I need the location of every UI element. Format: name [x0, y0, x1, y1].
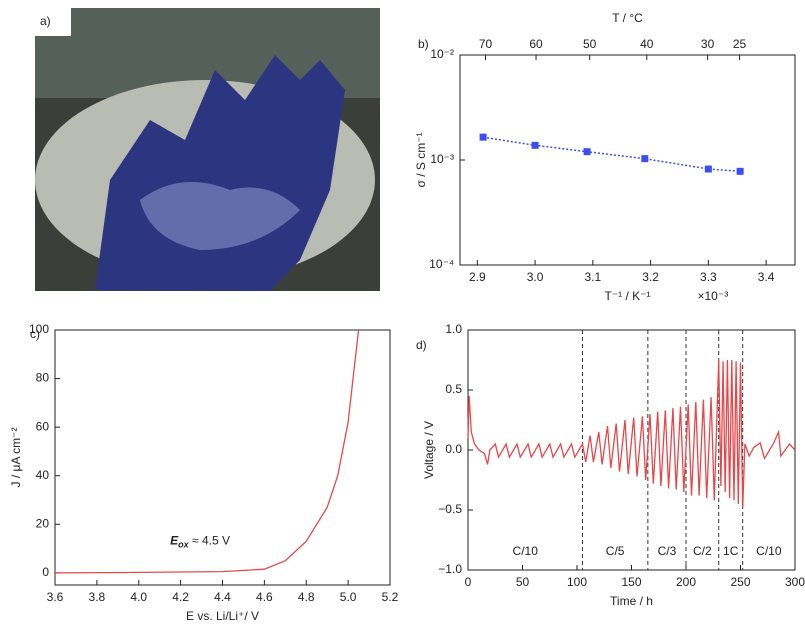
y-axis-label: J / μA cm⁻² — [9, 428, 23, 488]
x-tick-label: 300 — [785, 575, 805, 589]
panel-label: a) — [40, 14, 51, 28]
x-axis-label: T⁻¹ / K⁻¹ — [605, 289, 651, 303]
annotation-text: ≈ 4.5 V — [189, 533, 230, 547]
annotation-symbol: E — [170, 533, 179, 547]
plot-frame — [467, 329, 796, 571]
panel-label: d) — [416, 338, 427, 352]
x2-tick-label: 25 — [733, 37, 747, 51]
y-tick-label: −0.5 — [438, 502, 462, 516]
y-tick-label: 60 — [36, 419, 50, 433]
y-tick-label: 10⁻³ — [430, 152, 454, 166]
panel-label: b) — [418, 37, 429, 51]
x2-tick-label: 70 — [479, 37, 493, 51]
x-tick-label: 4.6 — [256, 590, 273, 604]
y-tick-label: 20 — [36, 516, 50, 530]
x-tick-label: 5.0 — [340, 590, 357, 604]
x2-tick-label: 60 — [529, 37, 543, 51]
x-axis-label: E vs. Li/Li⁺/ V — [186, 609, 259, 623]
x-axis-label: Time / h — [610, 594, 653, 608]
x-tick-label: 4.2 — [172, 590, 189, 604]
y-tick-label: 10⁻² — [430, 47, 454, 61]
x-tick-label: 200 — [676, 575, 696, 589]
x-tick-label: 4.4 — [214, 590, 231, 604]
photo-film — [140, 182, 300, 250]
region-label: C/5 — [606, 544, 625, 558]
y-tick-label: 0.5 — [445, 382, 462, 396]
x-tick-label: 3.4 — [758, 270, 775, 284]
x2-tick-label: 50 — [583, 37, 597, 51]
data-point — [583, 148, 591, 156]
data-line — [467, 359, 796, 508]
y-tick-label: −1.0 — [438, 562, 462, 576]
region-label: C/10 — [513, 544, 539, 558]
data-point — [479, 133, 487, 141]
annotation: Eox ≈ 4.5 V — [170, 533, 230, 549]
region-label: C/10 — [756, 544, 782, 558]
region-label: 1C — [723, 544, 739, 558]
x2-tick-label: 30 — [701, 37, 715, 51]
y-tick-label: 100 — [29, 322, 49, 336]
data-point — [531, 141, 539, 149]
x-tick-label: 3.0 — [527, 270, 544, 284]
y-tick-label: 10⁻⁴ — [429, 257, 454, 271]
y-tick-label: 40 — [36, 468, 50, 482]
x-tick-label: 3.8 — [89, 590, 106, 604]
data-line — [482, 136, 741, 173]
x-tick-label: 4.8 — [298, 590, 315, 604]
photo-glove — [95, 55, 345, 291]
x-tick-label: 3.1 — [585, 270, 602, 284]
region-label: C/2 — [693, 544, 712, 558]
x-tick-label: 5.2 — [382, 590, 399, 604]
x-tick-label: 50 — [516, 575, 530, 589]
y-axis-label: σ / S cm⁻¹ — [414, 132, 428, 187]
x-tick-label: 2.9 — [469, 270, 486, 284]
y-tick-label: 0.0 — [445, 442, 462, 456]
y-axis-label: Voltage / V — [422, 421, 436, 479]
data-point — [641, 155, 649, 163]
x2-tick-label: 40 — [640, 37, 654, 51]
x-tick-label: 100 — [567, 575, 587, 589]
data-point — [704, 165, 712, 173]
annotation-subscript: ox — [178, 540, 189, 550]
x-tick-label: 250 — [730, 575, 750, 589]
x-tick-label: 4.0 — [130, 590, 147, 604]
panel-label-box — [35, 8, 71, 36]
plot-frame — [459, 54, 796, 266]
panel-label: c) — [30, 327, 40, 341]
x-tick-label: 3.2 — [642, 270, 659, 284]
x-tick-label: 150 — [621, 575, 641, 589]
y-tick-label: 1.0 — [445, 322, 462, 336]
x2-axis-label: T / °C — [612, 11, 643, 25]
y-tick-label: 0 — [42, 565, 49, 579]
photo — [35, 8, 380, 291]
region-label: C/3 — [658, 544, 677, 558]
data-line — [54, 329, 360, 574]
x-tick-label: 3.6 — [47, 590, 64, 604]
x-tick-label: 3.3 — [700, 270, 717, 284]
data-point — [736, 167, 744, 175]
y-tick-label: 80 — [36, 371, 50, 385]
x-tick-label: 0 — [465, 575, 472, 589]
x-scale-label: ×10⁻³ — [698, 289, 729, 303]
